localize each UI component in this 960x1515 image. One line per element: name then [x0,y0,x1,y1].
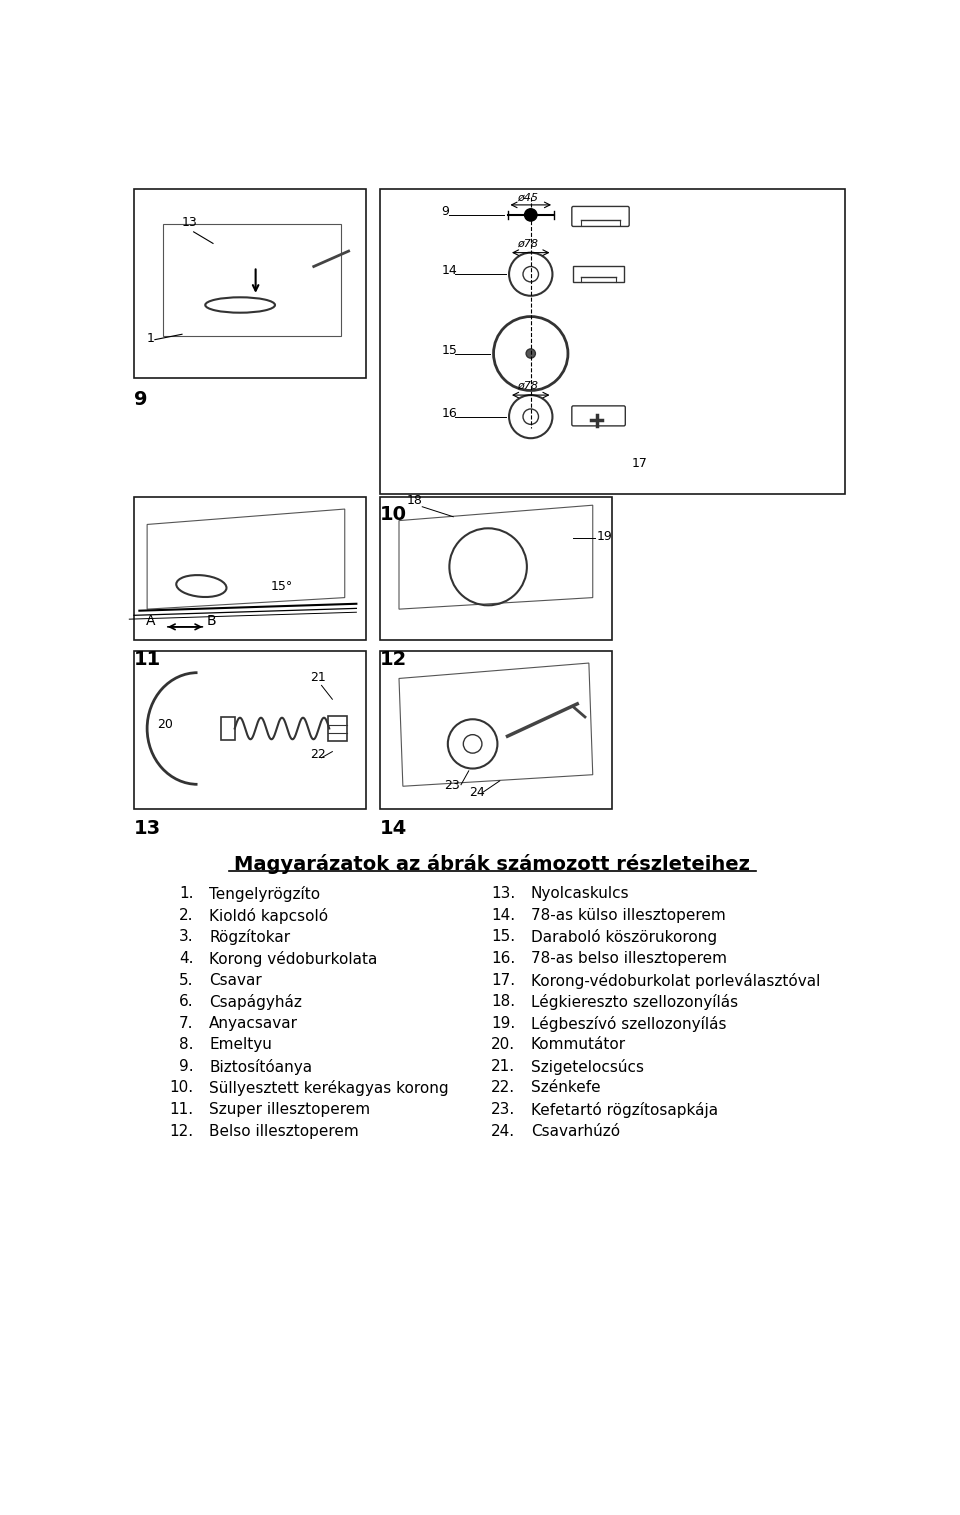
Text: ø45: ø45 [516,192,538,203]
Text: 15: 15 [442,344,458,356]
Text: 7.: 7. [180,1015,194,1030]
Text: Anyacsavar: Anyacsavar [209,1015,299,1030]
Text: 11.: 11. [170,1101,194,1117]
Text: A: A [146,614,156,629]
Text: 5.: 5. [180,973,194,988]
Text: 9: 9 [134,389,148,409]
Text: 13: 13 [134,820,161,838]
Circle shape [523,409,539,424]
Text: 11: 11 [134,650,161,670]
Bar [134,189,367,379]
Text: 13.: 13. [491,886,516,901]
Text: Kioldó kapcsoló: Kioldó kapcsoló [209,907,328,924]
Circle shape [526,348,536,358]
Text: Rögzítokar: Rögzítokar [209,930,290,945]
Text: Kommutátor: Kommutátor [531,1038,626,1053]
Text: 12: 12 [379,650,407,670]
Text: 23.: 23. [491,1101,516,1117]
Text: 19: 19 [596,530,612,542]
Text: 6.: 6. [179,994,194,1009]
Bar [221,717,234,739]
Text: Légkiereszto szellozonyílás: Légkiereszto szellozonyílás [531,994,738,1011]
Text: Csavarhúzó: Csavarhúzó [531,1124,620,1138]
Text: 10: 10 [379,504,407,524]
Circle shape [524,209,537,221]
Text: 78-as külso illesztoperem: 78-as külso illesztoperem [531,907,726,923]
Text: Légbeszívó szellozonyílás: Légbeszívó szellozonyílás [531,1015,727,1032]
Text: 14: 14 [379,820,407,838]
Text: 16.: 16. [491,951,516,967]
Circle shape [523,267,539,282]
Text: 24: 24 [468,786,485,800]
Text: 13: 13 [182,217,198,229]
Text: 20: 20 [157,718,173,732]
Text: 10.: 10. [170,1080,194,1095]
Text: 14.: 14. [492,907,516,923]
Text: 9.: 9. [179,1059,194,1074]
Text: Szénkefe: Szénkefe [531,1080,600,1095]
Text: 23: 23 [444,779,460,791]
Text: 17.: 17. [492,973,516,988]
Text: 24.: 24. [492,1124,516,1138]
Bar [379,497,612,639]
Bar [134,497,367,639]
Text: Kefetartó rögzítosapkája: Kefetartó rögzítosapkája [531,1101,718,1118]
Text: Belso illesztoperem: Belso illesztoperem [209,1124,359,1138]
Text: 22.: 22. [492,1080,516,1095]
Text: 4.: 4. [180,951,194,967]
Text: ø78: ø78 [516,380,538,391]
Text: 16: 16 [442,406,457,420]
Text: ø78: ø78 [516,238,538,248]
Text: 78-as belso illesztoperem: 78-as belso illesztoperem [531,951,727,967]
Bar [573,267,624,282]
Text: 3.: 3. [179,930,194,944]
Text: 15°: 15° [271,580,294,592]
Bar [379,189,845,494]
Text: Tengelyrögzíto: Tengelyrögzíto [209,886,321,903]
Bar [134,651,367,809]
Text: 18.: 18. [492,994,516,1009]
Text: 15.: 15. [492,930,516,944]
Text: Korong-védoburkolat porleválasztóval: Korong-védoburkolat porleválasztóval [531,973,820,989]
Text: 17: 17 [632,456,647,470]
Text: 1.: 1. [180,886,194,901]
Text: Biztosítóanya: Biztosítóanya [209,1059,312,1074]
Text: 9: 9 [442,205,449,218]
Text: 22: 22 [310,748,325,761]
Text: Magyarázatok az ábrák számozott részleteihez: Magyarázatok az ábrák számozott részlete… [234,854,750,874]
Text: 2.: 2. [180,907,194,923]
Text: 1: 1 [147,332,155,345]
Bar [379,651,612,809]
Text: B: B [206,614,216,629]
Text: Szigetelocsúcs: Szigetelocsúcs [531,1059,644,1074]
Text: 21: 21 [310,671,325,683]
Text: Süllyesztett kerékagyas korong: Süllyesztett kerékagyas korong [209,1080,448,1097]
Text: 18: 18 [407,494,422,506]
Text: Csapágyház: Csapágyház [209,994,302,1011]
Bar [327,717,348,741]
Text: Korong védoburkolata: Korong védoburkolata [209,951,377,967]
Text: Daraboló köszörukorong: Daraboló köszörukorong [531,930,717,945]
Text: 12.: 12. [170,1124,194,1138]
Text: Emeltyu: Emeltyu [209,1038,272,1053]
Text: 21.: 21. [492,1059,516,1074]
Text: Szuper illesztoperem: Szuper illesztoperem [209,1101,371,1117]
Text: 19.: 19. [491,1015,516,1030]
Text: 20.: 20. [492,1038,516,1053]
Text: 8.: 8. [180,1038,194,1053]
Text: Nyolcaskulcs: Nyolcaskulcs [531,886,630,901]
Text: 14: 14 [442,264,457,277]
Text: Csavar: Csavar [209,973,262,988]
